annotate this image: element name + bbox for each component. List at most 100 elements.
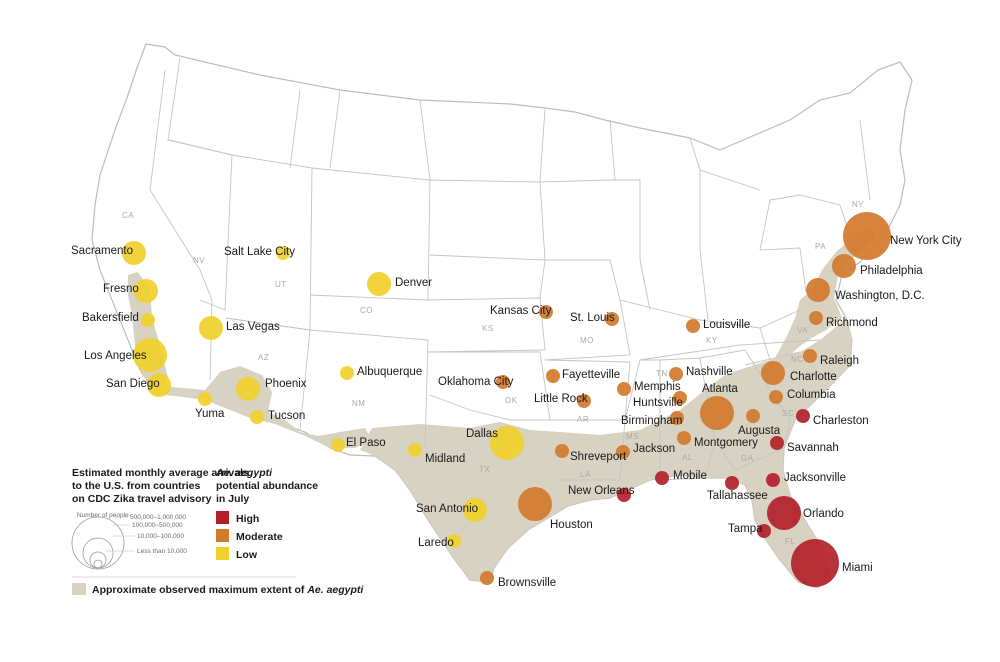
city-label-san-diego: San Diego bbox=[106, 378, 160, 390]
state-label-ks: KS bbox=[482, 324, 494, 333]
city-circle-tucson bbox=[250, 410, 264, 424]
city-circle-houston bbox=[518, 487, 552, 521]
state-label-co: CO bbox=[360, 306, 373, 315]
city-label-jackson: Jackson bbox=[633, 443, 675, 455]
legend-size-circle-2 bbox=[82, 537, 114, 569]
legend-swatch-high bbox=[216, 511, 229, 524]
city-label-nashville: Nashville bbox=[686, 366, 733, 378]
city-circle-montgomery bbox=[677, 431, 691, 445]
state-label-fl: FL bbox=[785, 537, 795, 546]
city-circle-jacksonville bbox=[766, 473, 780, 487]
city-circle-yuma bbox=[198, 392, 212, 406]
state-label-tn: TN bbox=[656, 369, 668, 378]
city-circle-memphis bbox=[617, 382, 631, 396]
city-label-huntsville: Huntsville bbox=[633, 397, 683, 409]
city-circle-mobile bbox=[655, 471, 669, 485]
city-circle-los-angeles bbox=[133, 338, 167, 372]
legend-abundance-species: Ae. aegypti bbox=[215, 467, 273, 479]
legend-size: Estimated monthly average arrivals to th… bbox=[71, 467, 249, 570]
city-circle-charlotte bbox=[761, 361, 785, 385]
city-label-oklahoma-city: Oklahoma City bbox=[438, 376, 514, 388]
city-label-new-york-city: New York City bbox=[890, 235, 962, 247]
legend-abundance: Ae. aegypti potential abundance in July … bbox=[215, 467, 318, 561]
city-label-columbia: Columbia bbox=[787, 389, 836, 401]
city-label-st-louis: St. Louis bbox=[570, 312, 615, 324]
city-circle-dallas bbox=[490, 426, 524, 460]
city-circle-fayetteville bbox=[546, 369, 560, 383]
city-circle-el-paso bbox=[331, 438, 345, 452]
city-circle-new-orleans bbox=[617, 488, 631, 502]
state-label-nm: NM bbox=[352, 399, 365, 408]
city-circle-washington-d-c bbox=[806, 278, 830, 302]
legend-swatch-extent bbox=[72, 583, 86, 595]
city-circle-brownsville bbox=[480, 571, 494, 585]
state-label-al: AL bbox=[682, 453, 693, 462]
city-circle-san-antonio bbox=[463, 498, 487, 522]
city-circle-tallahassee bbox=[725, 476, 739, 490]
state-label-ut: UT bbox=[275, 280, 287, 289]
state-label-va: VA bbox=[797, 326, 808, 335]
state-label-nc: NC bbox=[791, 355, 804, 364]
city-circle-bakersfield bbox=[141, 313, 155, 327]
city-circle-louisville bbox=[686, 319, 700, 333]
state-label-la: LA bbox=[580, 470, 591, 479]
city-label-charleston: Charleston bbox=[813, 415, 869, 427]
city-circle-little-rock bbox=[577, 394, 591, 408]
city-circle-st-louis bbox=[605, 312, 619, 326]
city-label-augusta: Augusta bbox=[738, 425, 781, 437]
city-label-atlanta: Atlanta bbox=[702, 383, 738, 395]
legend-size-bin-4: Less than 10,000 bbox=[137, 548, 187, 555]
state-boundaries bbox=[149, 57, 871, 481]
city-circle-phoenix bbox=[236, 377, 260, 401]
legend-size-bin-2: 100,000–500,000 bbox=[132, 522, 183, 529]
city-label-midland: Midland bbox=[425, 453, 465, 465]
state-label-ky: KY bbox=[706, 336, 718, 345]
city-label-los-angeles: Los Angeles bbox=[84, 350, 147, 362]
city-label-savannah: Savannah bbox=[787, 442, 839, 454]
city-circle-columbia bbox=[769, 390, 783, 404]
legend-label-high: High bbox=[236, 513, 259, 525]
city-label-charlotte: Charlotte bbox=[790, 371, 837, 383]
state-label-ga: GA bbox=[741, 454, 754, 463]
city-circle-raleigh bbox=[803, 349, 817, 363]
city-circle-savannah bbox=[770, 436, 784, 450]
city-label-fresno: Fresno bbox=[103, 283, 139, 295]
legend-label-low: Low bbox=[236, 549, 258, 561]
city-label-orlando: Orlando bbox=[803, 508, 844, 520]
city-label-tampa: Tampa bbox=[728, 523, 763, 535]
city-label-new-orleans: New Orleans bbox=[568, 485, 635, 497]
state-label-az: AZ bbox=[258, 353, 269, 362]
state-label-ca: CA bbox=[122, 211, 134, 220]
city-circle-sacramento bbox=[122, 241, 146, 265]
legend-swatch-moderate bbox=[216, 529, 229, 542]
city-label-montgomery: Montgomery bbox=[694, 437, 758, 449]
city-circle-kansas-city bbox=[539, 305, 553, 319]
city-label-dallas: Dallas bbox=[466, 428, 498, 440]
city-label-raleigh: Raleigh bbox=[820, 355, 859, 367]
city-circle-richmond bbox=[809, 311, 823, 325]
city-circle-jackson bbox=[616, 445, 630, 459]
city-circle-augusta bbox=[746, 409, 760, 423]
city-label-denver: Denver bbox=[395, 277, 432, 289]
state-label-ar: AR bbox=[577, 415, 589, 424]
state-label-sc: SC bbox=[782, 409, 794, 418]
city-circle-fresno bbox=[134, 279, 158, 303]
city-label-houston: Houston bbox=[550, 519, 593, 531]
legend-size-title-line2: to the U.S. from countries bbox=[72, 480, 201, 492]
city-label-philadelphia: Philadelphia bbox=[860, 265, 923, 277]
city-circle-nashville bbox=[669, 367, 683, 381]
legend-size-bin-1: 500,000–1,000,000 bbox=[130, 514, 186, 521]
city-label-washington-d-c: Washington, D.C. bbox=[835, 290, 925, 302]
state-label-ny: NY bbox=[852, 200, 864, 209]
city-label-louisville: Louisville bbox=[703, 319, 750, 331]
state-label-mo: MO bbox=[580, 336, 594, 345]
city-circle-salt-lake-city bbox=[276, 246, 290, 260]
city-label-fayetteville: Fayetteville bbox=[562, 369, 620, 381]
legend-swatch-low bbox=[216, 547, 229, 560]
city-circles bbox=[122, 212, 891, 587]
city-circle-tampa bbox=[757, 524, 771, 538]
city-label-little-rock: Little Rock bbox=[534, 393, 588, 405]
legend: Estimated monthly average arrivals to th… bbox=[71, 467, 364, 596]
city-circle-las-vegas bbox=[199, 316, 223, 340]
